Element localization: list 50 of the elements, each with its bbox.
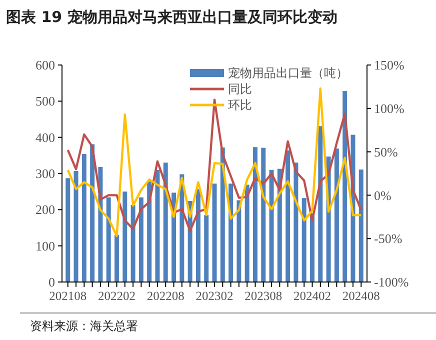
y2-tick-label: 0% xyxy=(374,188,392,203)
bar xyxy=(82,154,86,282)
bar xyxy=(138,197,144,282)
bar xyxy=(286,150,290,282)
bar xyxy=(196,189,200,282)
y2-tick-label: -100% xyxy=(374,274,409,290)
bar xyxy=(318,126,323,282)
legend-label: 环比 xyxy=(228,98,252,112)
bar xyxy=(310,213,314,282)
x-tick-label: 202408 xyxy=(342,289,380,303)
legend-label: 同比 xyxy=(228,82,252,96)
y2-tick-label: 100% xyxy=(374,100,404,116)
x-tick-label: 202402 xyxy=(294,289,332,303)
bar xyxy=(114,234,119,282)
x-tick-label: 202208 xyxy=(146,289,184,303)
chart-title: 图表 19 宠物用品对马来西亚出口量及同环比变动 xyxy=(6,8,338,26)
y-tick-label: 600 xyxy=(36,58,55,73)
bar xyxy=(155,170,160,282)
x-tick-label: 202302 xyxy=(196,289,234,303)
bar xyxy=(358,170,364,282)
bar xyxy=(66,178,70,282)
bar xyxy=(106,197,111,282)
y-tick-label: 0 xyxy=(48,274,55,290)
bar xyxy=(236,200,242,282)
bar xyxy=(269,170,274,282)
y-tick-label: 300 xyxy=(36,166,55,182)
y-tick-label: 200 xyxy=(36,202,55,218)
y-tick-label: 400 xyxy=(36,130,55,145)
bar xyxy=(244,184,250,282)
x-tick-label: 202202 xyxy=(98,289,136,303)
y-tick-label: 100 xyxy=(36,238,55,254)
bar xyxy=(294,162,298,282)
bar xyxy=(147,181,152,282)
bar xyxy=(122,192,128,282)
legend-label: 宠物用品出口量（吨） xyxy=(228,66,348,80)
bar xyxy=(204,215,209,282)
bar xyxy=(130,204,136,282)
bar xyxy=(334,148,339,282)
text: 资料来源：海关总署 xyxy=(30,319,138,333)
bar xyxy=(252,147,258,282)
bar xyxy=(261,148,266,282)
y2-tick-label: 150% xyxy=(374,58,404,73)
y-tick-label: 500 xyxy=(36,94,55,109)
bar xyxy=(228,184,234,282)
bar xyxy=(74,170,78,282)
y2-tick-label: -50% xyxy=(374,231,402,246)
bar xyxy=(302,198,306,282)
y2-tick-label: 50% xyxy=(374,144,398,160)
x-tick-label: 202108 xyxy=(49,289,87,303)
x-tick-label: 202308 xyxy=(244,289,282,303)
